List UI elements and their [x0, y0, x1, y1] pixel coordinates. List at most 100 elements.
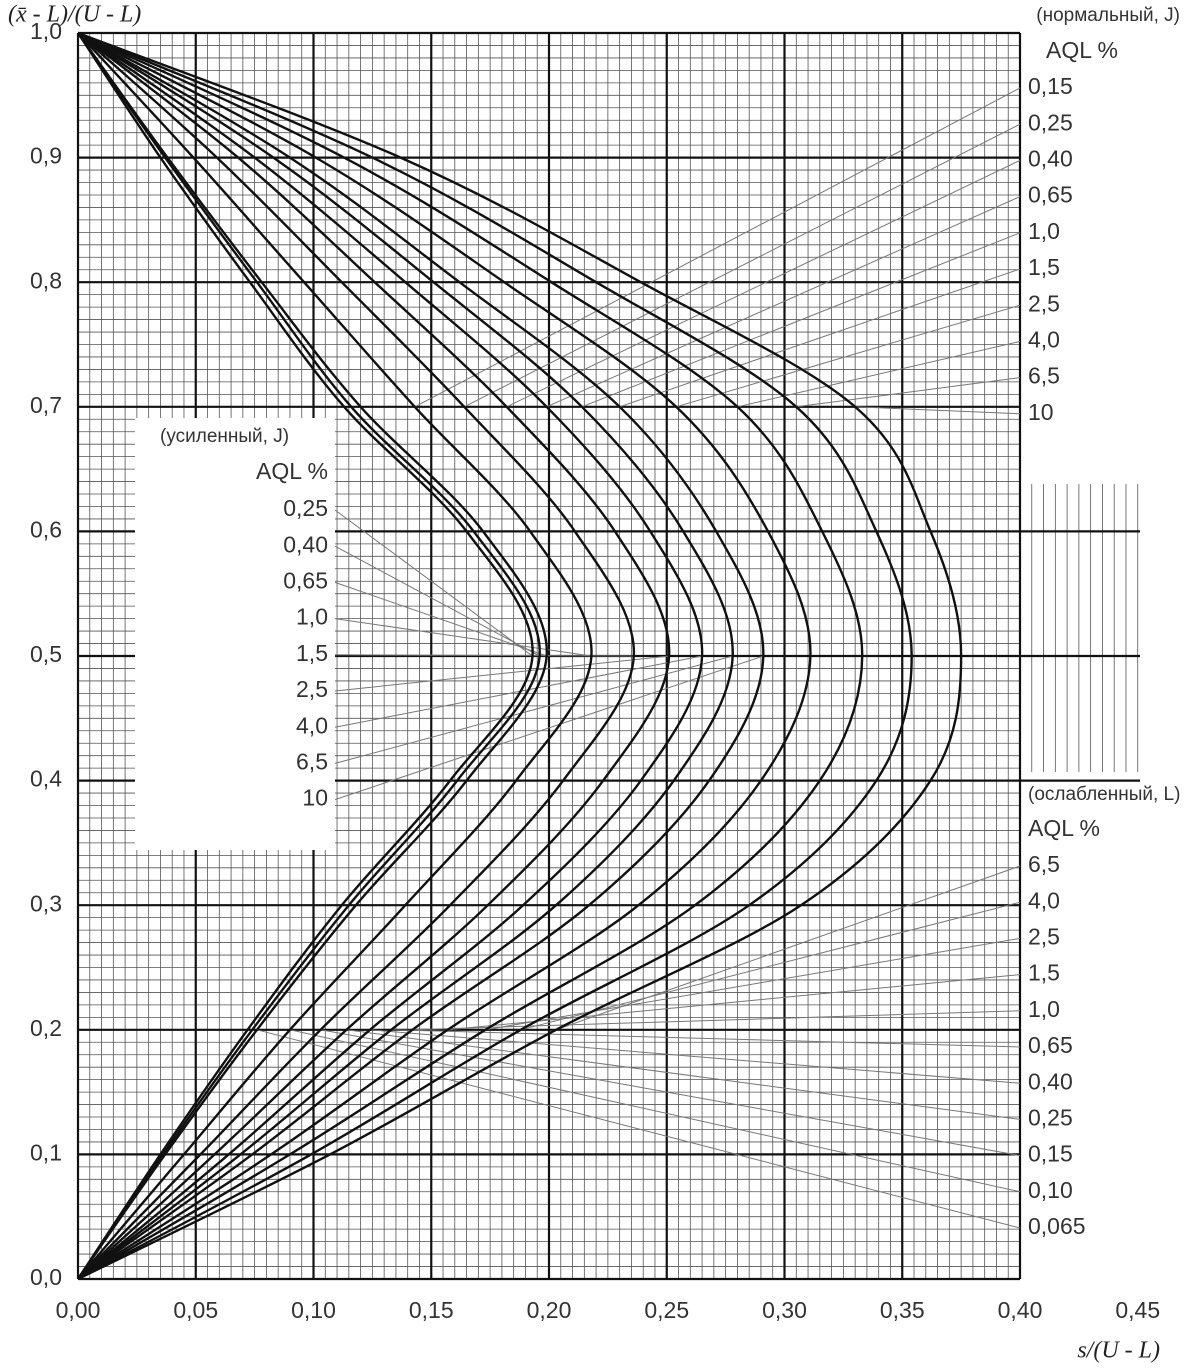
aql-label: 0,40 [1028, 1068, 1073, 1094]
aql-label: 0,10 [1028, 1177, 1073, 1203]
leader-line [555, 865, 1021, 1031]
y-tick-label: 0,7 [30, 392, 62, 418]
acceptance-curve [77, 31, 812, 1281]
leader-line [346, 1029, 1021, 1120]
y-tick-label: 0,5 [30, 641, 62, 667]
aql-label: 1,0 [1028, 218, 1060, 244]
aql-label: 10 [302, 785, 328, 811]
aql-label: 1,5 [1028, 254, 1060, 280]
leader-line [581, 232, 1021, 408]
acceptance-curve [77, 31, 734, 1280]
leader-line [334, 655, 764, 801]
leader-line [506, 159, 1021, 408]
leader-line [546, 196, 1021, 408]
aql-label: 2,5 [1028, 923, 1060, 949]
leader-line [334, 581, 547, 657]
aql-label: 1,0 [1028, 996, 1060, 1022]
leaders [256, 87, 1021, 1229]
y-tick-label: 0,4 [30, 766, 62, 792]
leader-line [391, 1029, 1021, 1048]
leader-line [619, 268, 1021, 408]
acceptance-curve [77, 32, 548, 1280]
x-tick-label: 0,45 [1115, 1297, 1160, 1323]
acceptance-curve [77, 31, 765, 1280]
group-title: (нормальный, J) [1036, 5, 1180, 26]
x-tick-label: 0,25 [644, 1297, 689, 1323]
aql-label: 10 [1028, 399, 1054, 425]
acceptance-curve [77, 31, 864, 1281]
group-title: (усиленный, J) [160, 426, 289, 447]
acceptance-curve [77, 32, 541, 1280]
leader-line [289, 1029, 1021, 1193]
aql-label: 0,25 [283, 495, 328, 521]
acceptance-curve [77, 32, 671, 1280]
y-tick-label: 0,6 [30, 516, 62, 542]
aql-label: 4,0 [296, 712, 328, 738]
aql-label: 0,15 [1028, 73, 1073, 99]
acceptance-curve [77, 32, 635, 1280]
leader-line [796, 377, 1021, 408]
y-tick-label: 0,9 [30, 143, 62, 169]
aql-label: 6,5 [296, 748, 328, 774]
aql-label: 1,5 [1028, 960, 1060, 986]
acceptance-curve [77, 31, 913, 1281]
leader-line [412, 1010, 1021, 1031]
group-title: (ослабленный, L) [1028, 784, 1180, 805]
y-tick-label: 0,2 [30, 1015, 62, 1041]
leader-line [334, 545, 540, 657]
acceptance-curve [77, 31, 963, 1281]
leader-line [414, 87, 1021, 408]
aql-label: 1,5 [296, 640, 328, 666]
x-tick-label: 0,30 [762, 1297, 807, 1323]
aql-label: 2,5 [296, 676, 328, 702]
leader-line [334, 509, 533, 657]
leader-line [334, 655, 733, 764]
aql-label: 4,0 [1028, 887, 1060, 913]
leader-line [676, 304, 1021, 408]
x-tick-label: 0,40 [998, 1297, 1043, 1323]
x-tick-label: 0,10 [291, 1297, 336, 1323]
group-heading: AQL % [1028, 815, 1100, 841]
aql-label: 1,0 [296, 604, 328, 630]
y-tick-label: 0,1 [30, 1139, 62, 1165]
x-tick-label: 0,20 [527, 1297, 572, 1323]
leader-line [855, 406, 1021, 415]
aql-label: 6,5 [1028, 363, 1060, 389]
aql-label: 6,5 [1028, 851, 1060, 877]
y-tick-label: 0,0 [30, 1264, 62, 1290]
aql-label: 0,25 [1028, 1104, 1073, 1130]
leader-line [334, 655, 670, 692]
group-heading: AQL % [256, 458, 328, 484]
aql-label: 2,5 [1028, 290, 1060, 316]
aql-label: 0,65 [1028, 1032, 1073, 1058]
aql-label: 0,40 [283, 531, 328, 557]
labels: 0,00 0,05 0,10 0,15 0,20 0,25 0,30 0,35 0,40 0,45… [30, 5, 1180, 1323]
aql-label: 4,0 [1028, 326, 1060, 352]
group-heading: AQL % [1046, 37, 1118, 63]
y-tick-label: 0,8 [30, 267, 62, 293]
aql-label: 0,065 [1028, 1213, 1086, 1239]
aql-label: 0,25 [1028, 109, 1073, 135]
leader-line [520, 901, 1021, 1031]
leader-line [485, 937, 1021, 1031]
acceptance-curve [76, 32, 534, 1280]
label-box [135, 418, 335, 850]
x-tick-label: 0,35 [880, 1297, 925, 1323]
x-tick-label: 0,00 [56, 1297, 101, 1323]
leader-line [334, 654, 634, 657]
acceptance-curve [77, 32, 593, 1280]
leader-line [334, 655, 703, 728]
curves [76, 31, 963, 1281]
leader-line [447, 974, 1021, 1031]
x-axis-label: s/(U - L) [1077, 1338, 1160, 1364]
aql-label: 0,40 [1028, 145, 1073, 171]
leader-line [320, 1029, 1021, 1157]
x-tick-label: 0,15 [409, 1297, 454, 1323]
y-tick-label: 0,3 [30, 890, 62, 916]
leader-line [334, 618, 592, 657]
leader-line [463, 123, 1021, 408]
acceptance-curve [77, 32, 704, 1280]
x-tick-label: 0,05 [173, 1297, 218, 1323]
aql-label: 0,65 [283, 567, 328, 593]
